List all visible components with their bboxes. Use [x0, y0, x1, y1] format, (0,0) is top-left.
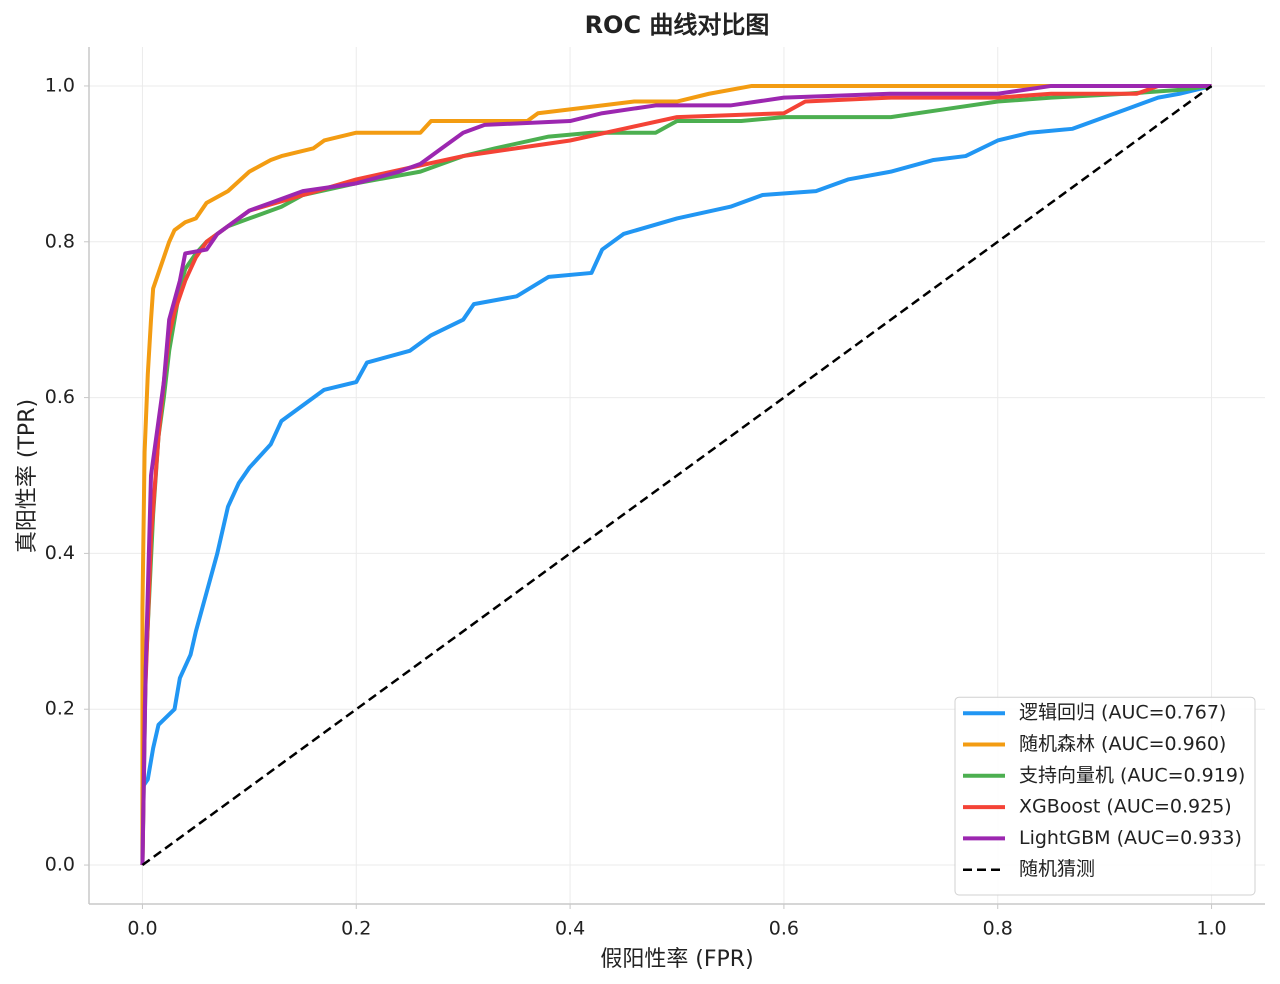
legend-label: 随机森林 (AUC=0.960): [1019, 733, 1226, 755]
x-axis-label: 假阳性率 (FPR): [600, 947, 753, 972]
plot-area: [140, 83, 1213, 867]
y-tick-label: 0.4: [45, 542, 75, 564]
roc-line: [140, 83, 1212, 866]
legend-label: 支持向量机 (AUC=0.919): [1019, 764, 1245, 786]
y-axis-label: 真阳性率 (TPR): [15, 399, 40, 553]
y-tick-label: 0.6: [45, 386, 75, 408]
x-tick-label: 0.6: [769, 918, 799, 940]
legend-label: XGBoost (AUC=0.925): [1019, 796, 1232, 818]
legend-label: LightGBM (AUC=0.933): [1019, 827, 1242, 849]
y-tick-label: 0.0: [45, 854, 75, 876]
roc-line: [141, 84, 1213, 867]
legend: 逻辑回归 (AUC=0.767) 随机森林 (AUC=0.960) 支持向量机 (A…: [954, 696, 1256, 896]
x-tick-label: 0.4: [555, 918, 585, 940]
y-tick-label: 0.8: [45, 230, 75, 252]
legend-label: 随机猜测: [1019, 858, 1095, 880]
chart-title: ROC 曲线对比图: [585, 11, 770, 39]
roc-line: [140, 83, 1212, 866]
roc-line: [140, 84, 1213, 866]
legend-label: 逻辑回归 (AUC=0.767): [1019, 702, 1226, 724]
roc-line: [140, 83, 1212, 866]
x-tick-label: 0.8: [983, 918, 1013, 940]
x-tick-label: 1.0: [1196, 918, 1226, 940]
grid: [89, 47, 1265, 904]
x-tick-label: 0.2: [341, 918, 371, 940]
x-tick-label: 0.0: [127, 918, 157, 940]
legend-box: [954, 696, 1256, 896]
y-tick-label: 1.0: [45, 74, 75, 96]
y-tick-label: 0.2: [45, 698, 75, 720]
